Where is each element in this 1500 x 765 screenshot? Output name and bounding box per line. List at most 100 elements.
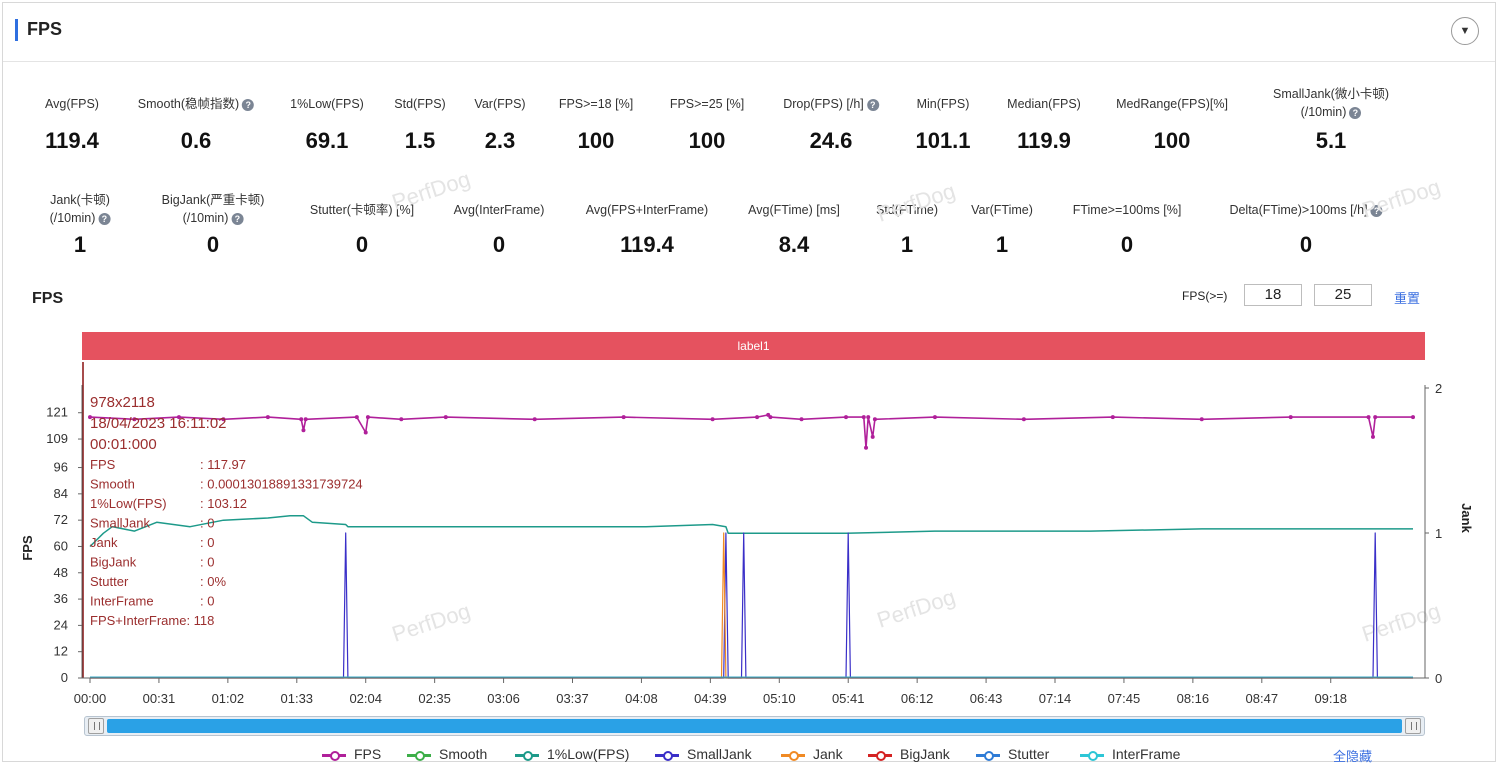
help-icon[interactable]: ? bbox=[1349, 106, 1362, 119]
metric-label: Var(FTime) bbox=[971, 203, 1033, 217]
panel-header: FPS ▼ bbox=[3, 3, 1495, 62]
slider-right-handle-icon[interactable] bbox=[1405, 718, 1421, 734]
row2-metric: Jank(卡顿) (/10min)? 1 bbox=[50, 191, 111, 257]
metric-label: Stutter(卡顿率) [%] bbox=[309, 203, 415, 217]
time-range-slider[interactable] bbox=[84, 716, 1425, 736]
legend-label: BigJank bbox=[900, 746, 950, 762]
metric-value: 8.4 bbox=[778, 232, 810, 257]
metric-value: 119.9 bbox=[1017, 128, 1071, 153]
metric-value: 1 bbox=[900, 232, 914, 257]
help-icon[interactable]: ? bbox=[866, 98, 879, 111]
metric-label-unit: (/10min)? bbox=[1273, 103, 1389, 121]
metric-label: Smooth(稳帧指数)? bbox=[138, 95, 255, 113]
metric-label: Avg(InterFrame) bbox=[453, 203, 545, 217]
metric-label: Jank(卡顿) bbox=[50, 193, 110, 207]
legend-marker-icon bbox=[322, 751, 346, 761]
row1-metric: Var(FPS) 2.3 bbox=[474, 95, 526, 153]
collapse-toggle-icon[interactable]: ▼ bbox=[1451, 17, 1479, 45]
row2-metric: Delta(FTime)>100ms [/h]? 0 bbox=[1229, 201, 1383, 257]
reset-button[interactable]: 重置 bbox=[1394, 291, 1421, 306]
metric-value: 69.1 bbox=[305, 128, 349, 153]
label-band[interactable]: label1 bbox=[82, 332, 1425, 360]
metric-label: Std(FTime) bbox=[875, 203, 939, 217]
fps-threshold-25-input[interactable]: 25 bbox=[1314, 284, 1372, 306]
metric-value: 0 bbox=[1120, 232, 1134, 257]
metric-value: 5.1 bbox=[1315, 128, 1347, 153]
metric-label: Drop(FPS) [/h]? bbox=[783, 95, 879, 113]
metric-label: MedRange(FPS)[%] bbox=[1116, 97, 1228, 111]
slider-left-handle-icon[interactable] bbox=[88, 718, 104, 734]
help-icon[interactable]: ? bbox=[1370, 204, 1383, 217]
metric-label: Avg(FTime) [ms] bbox=[748, 203, 840, 217]
title-accent-bar bbox=[15, 19, 18, 41]
metric-value: 1 bbox=[73, 232, 87, 257]
metric-value: 1.5 bbox=[404, 128, 436, 153]
metric-label: Avg(FPS+InterFrame) bbox=[585, 203, 709, 217]
help-icon[interactable]: ? bbox=[98, 212, 111, 225]
metric-label: BigJank(严重卡顿) bbox=[161, 193, 265, 207]
legend-label: SmallJank bbox=[687, 746, 752, 762]
legend-marker-icon bbox=[407, 751, 431, 761]
legend-marker-icon bbox=[515, 751, 539, 761]
chart-legend: FPS Smooth 1%Low(FPS) SmallJank Jank BigJank S… bbox=[0, 746, 1500, 764]
row1-metric: SmallJank(微小卡顿) (/10min)? 5.1 bbox=[1273, 85, 1389, 153]
row2-metric: Std(FTime) 1 bbox=[875, 201, 939, 257]
metric-label: Std(FPS) bbox=[394, 97, 446, 111]
legend-label: Smooth bbox=[439, 746, 488, 762]
row2-metric: Avg(FPS+InterFrame) 119.4 bbox=[585, 201, 709, 257]
metric-label: SmallJank(微小卡顿) bbox=[1273, 87, 1389, 101]
hide-all-button[interactable]: 全隐藏 bbox=[1333, 749, 1373, 764]
legend-marker-icon bbox=[655, 751, 679, 761]
metric-label-unit: (/10min)? bbox=[50, 209, 111, 227]
metric-label-unit: (/10min)? bbox=[162, 209, 265, 227]
row2-metric: Avg(FTime) [ms] 8.4 bbox=[748, 201, 840, 257]
metric-value: 0.6 bbox=[180, 128, 212, 153]
row1-metric: 1%Low(FPS) 69.1 bbox=[290, 95, 364, 153]
fps-threshold-18-input[interactable]: 18 bbox=[1244, 284, 1302, 306]
slider-range-fill[interactable] bbox=[107, 719, 1402, 733]
legend-marker-icon bbox=[1080, 751, 1104, 761]
chart-title: FPS bbox=[32, 290, 64, 307]
metric-value: 101.1 bbox=[915, 128, 971, 153]
metric-label: Delta(FTime)>100ms [/h]? bbox=[1229, 201, 1383, 219]
metric-label: Median(FPS) bbox=[1007, 97, 1081, 111]
row1-metric: FPS>=25 [%] 100 bbox=[669, 95, 745, 153]
row1-metric: Avg(FPS) 119.4 bbox=[45, 95, 99, 153]
row1-metric: Drop(FPS) [/h]? 24.6 bbox=[783, 95, 879, 153]
metric-label: FPS>=25 [%] bbox=[669, 97, 745, 111]
metric-value: 0 bbox=[206, 232, 220, 257]
row1-metric: MedRange(FPS)[%] 100 bbox=[1116, 95, 1228, 153]
legend-marker-icon bbox=[976, 751, 1000, 761]
legend-marker-icon bbox=[781, 751, 805, 761]
row2-metric: FTime>=100ms [%] 0 bbox=[1072, 201, 1182, 257]
row1-metric: Smooth(稳帧指数)? 0.6 bbox=[138, 95, 255, 153]
metric-label: Min(FPS) bbox=[916, 97, 970, 111]
row1-metric: Std(FPS) 1.5 bbox=[394, 95, 446, 153]
row1-metric: Median(FPS) 119.9 bbox=[1007, 95, 1081, 153]
row2-metric: Avg(InterFrame) 0 bbox=[453, 201, 545, 257]
row2-metric: Var(FTime) 1 bbox=[971, 201, 1033, 257]
metric-label: Var(FPS) bbox=[474, 97, 526, 111]
legend-label: InterFrame bbox=[1112, 746, 1181, 762]
metric-label: 1%Low(FPS) bbox=[290, 97, 364, 111]
metric-value: 2.3 bbox=[484, 128, 516, 153]
metric-label: FPS>=18 [%] bbox=[558, 97, 634, 111]
panel-title: FPS bbox=[27, 19, 63, 39]
metric-value: 100 bbox=[1153, 128, 1191, 153]
metric-value: 24.6 bbox=[809, 128, 853, 153]
metric-value: 100 bbox=[688, 128, 726, 153]
row2-metric: Stutter(卡顿率) [%] 0 bbox=[309, 201, 415, 257]
metric-value: 0 bbox=[355, 232, 369, 257]
legend-marker-icon bbox=[868, 751, 892, 761]
row1-metric: Min(FPS) 101.1 bbox=[915, 95, 970, 153]
help-icon[interactable]: ? bbox=[242, 98, 255, 111]
metric-value: 100 bbox=[577, 128, 615, 153]
metric-label: FTime>=100ms [%] bbox=[1072, 203, 1182, 217]
metric-value: 0 bbox=[492, 232, 506, 257]
legend-label: FPS bbox=[354, 746, 382, 762]
help-icon[interactable]: ? bbox=[231, 212, 244, 225]
row1-metric: FPS>=18 [%] 100 bbox=[558, 95, 634, 153]
metric-value: 0 bbox=[1299, 232, 1313, 257]
metric-value: 1 bbox=[995, 232, 1009, 257]
